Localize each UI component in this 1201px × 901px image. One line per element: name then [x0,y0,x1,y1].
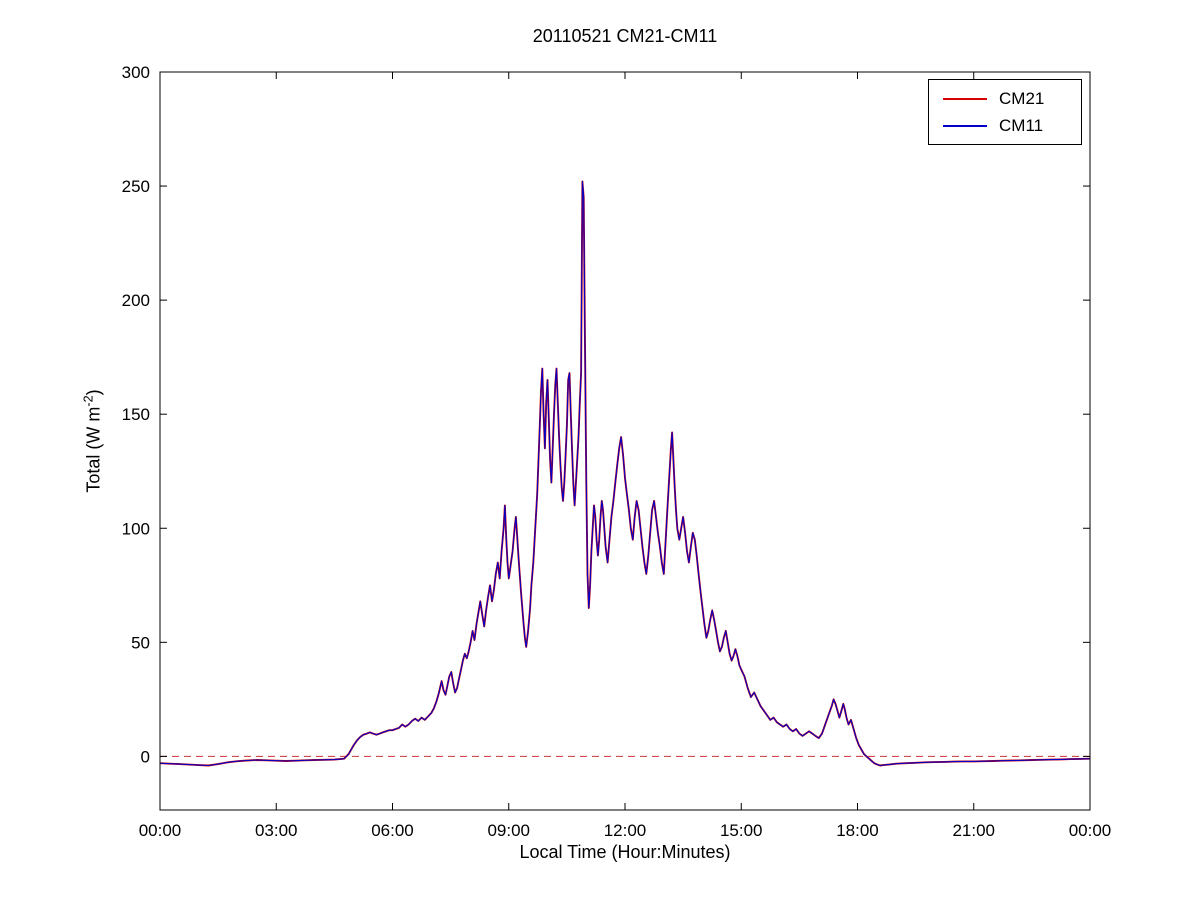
svg-text:12:00: 12:00 [604,821,647,840]
svg-text:150: 150 [122,405,150,424]
svg-text:250: 250 [122,177,150,196]
legend-line-swatch-cm21 [943,97,987,100]
svg-text:21:00: 21:00 [952,821,995,840]
svg-text:03:00: 03:00 [255,821,298,840]
y-axis-label: Total (W m-2) [82,389,105,492]
svg-text:06:00: 06:00 [371,821,414,840]
y-axis-label-main: Total (W m [83,406,104,493]
svg-text:100: 100 [122,519,150,538]
svg-text:09:00: 09:00 [487,821,530,840]
svg-text:18:00: 18:00 [836,821,879,840]
svg-text:50: 50 [131,633,150,652]
legend: CM21 CM11 [928,79,1082,145]
legend-label-cm11: CM11 [999,115,1044,135]
legend-item-cm11: CM11 [929,112,1081,139]
svg-text:15:00: 15:00 [720,821,763,840]
svg-text:00:00: 00:00 [139,821,182,840]
legend-item-cm21: CM21 [929,85,1081,112]
x-axis-label: Local Time (Hour:Minutes) [519,842,731,862]
svg-text:200: 200 [122,291,150,310]
y-axis-label-close: ) [83,389,104,396]
legend-line-swatch-cm11 [943,124,987,127]
y-axis-label-exponent: -2 [81,395,96,407]
legend-label-cm21: CM21 [999,88,1045,108]
svg-text:0: 0 [141,747,150,766]
svg-text:00:00: 00:00 [1069,821,1112,840]
svg-text:300: 300 [122,63,150,82]
chart-title: 20110521 CM21-CM11 [532,26,718,46]
